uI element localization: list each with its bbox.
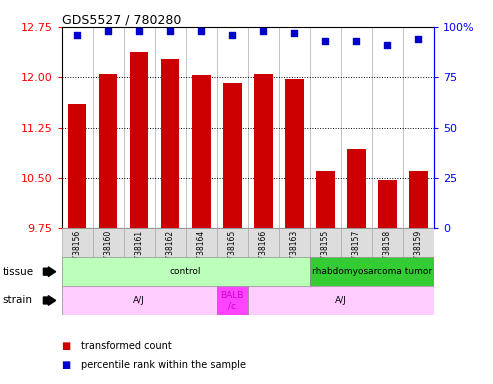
Bar <box>285 79 304 228</box>
Bar <box>409 171 427 228</box>
Text: GSM738159: GSM738159 <box>414 230 423 276</box>
FancyBboxPatch shape <box>403 228 434 257</box>
Text: transformed count: transformed count <box>81 341 172 351</box>
Bar <box>68 104 86 228</box>
Text: GSM738162: GSM738162 <box>166 230 175 276</box>
Text: rhabdomyosarcoma tumor: rhabdomyosarcoma tumor <box>312 267 432 276</box>
FancyBboxPatch shape <box>217 286 247 315</box>
FancyBboxPatch shape <box>279 228 310 257</box>
Bar <box>316 171 335 228</box>
FancyBboxPatch shape <box>155 228 186 257</box>
Point <box>228 32 236 38</box>
Text: control: control <box>170 267 202 276</box>
FancyBboxPatch shape <box>62 228 93 257</box>
Point <box>384 42 391 48</box>
FancyBboxPatch shape <box>310 228 341 257</box>
FancyBboxPatch shape <box>372 228 403 257</box>
Point <box>166 28 174 34</box>
Bar <box>347 149 366 228</box>
Text: GSM738160: GSM738160 <box>104 230 113 276</box>
FancyBboxPatch shape <box>186 228 217 257</box>
Text: GSM738156: GSM738156 <box>72 230 82 276</box>
FancyBboxPatch shape <box>247 286 434 315</box>
Point <box>104 28 112 34</box>
Point <box>290 30 298 36</box>
Point <box>321 38 329 44</box>
Text: ■: ■ <box>62 341 71 351</box>
Text: A/J: A/J <box>335 296 347 305</box>
Text: GSM738157: GSM738157 <box>352 230 361 276</box>
Point <box>73 32 81 38</box>
Text: tissue: tissue <box>2 266 34 277</box>
Text: ■: ■ <box>62 360 71 370</box>
Point <box>259 28 267 34</box>
Point <box>197 28 205 34</box>
Bar <box>192 75 211 228</box>
Text: percentile rank within the sample: percentile rank within the sample <box>81 360 246 370</box>
Text: strain: strain <box>2 295 33 306</box>
Point <box>415 36 423 42</box>
Bar <box>378 180 396 228</box>
Text: GSM738155: GSM738155 <box>321 230 330 276</box>
Text: GSM738164: GSM738164 <box>197 230 206 276</box>
Text: GSM738163: GSM738163 <box>290 230 299 276</box>
Bar <box>130 52 148 228</box>
Text: GDS5527 / 780280: GDS5527 / 780280 <box>62 13 181 26</box>
Bar <box>99 74 117 228</box>
FancyBboxPatch shape <box>124 228 155 257</box>
FancyBboxPatch shape <box>247 228 279 257</box>
FancyBboxPatch shape <box>310 257 434 286</box>
Text: GSM738166: GSM738166 <box>259 230 268 276</box>
Text: A/J: A/J <box>133 296 145 305</box>
Text: GSM738158: GSM738158 <box>383 230 392 276</box>
FancyBboxPatch shape <box>341 228 372 257</box>
FancyBboxPatch shape <box>62 257 310 286</box>
Text: BALB
/c: BALB /c <box>220 291 244 310</box>
Bar <box>161 59 179 228</box>
FancyBboxPatch shape <box>62 286 217 315</box>
FancyBboxPatch shape <box>93 228 124 257</box>
Point <box>352 38 360 44</box>
Text: GSM738161: GSM738161 <box>135 230 143 276</box>
FancyBboxPatch shape <box>217 228 247 257</box>
Point <box>135 28 143 34</box>
Text: GSM738165: GSM738165 <box>228 230 237 276</box>
Bar <box>254 74 273 228</box>
Bar <box>223 83 242 228</box>
